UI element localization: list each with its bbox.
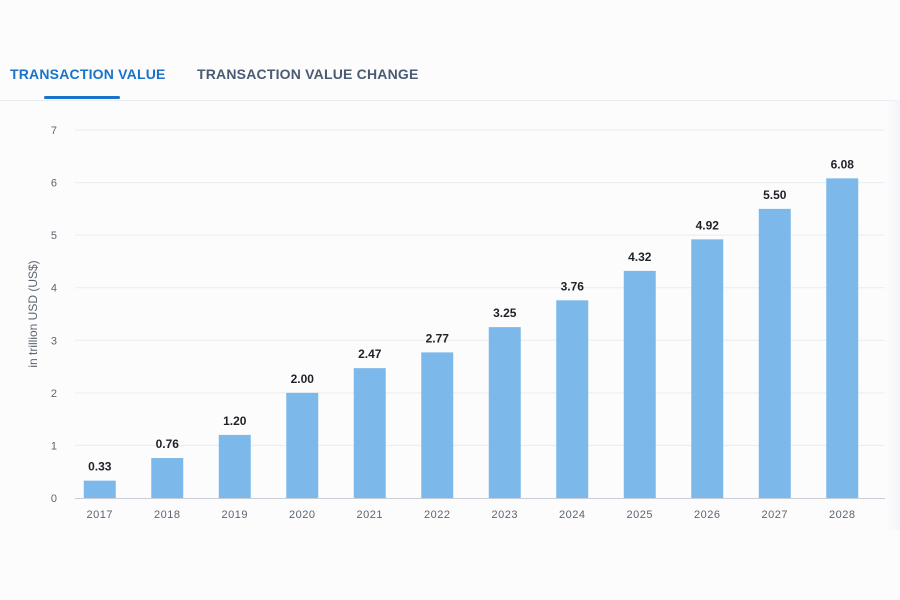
x-tick-label: 2018 [154,509,180,521]
bar[interactable] [218,434,251,498]
bar[interactable] [826,178,859,498]
data-labels: 0.33 0.76 1.20 2.00 2.47 2.77 3.25 3.76 4.32 4.92… [88,157,854,473]
x-axis-ticks: 2017 2018 2019 2020 2021 2022 2023 2024 2025 2026… [87,509,855,521]
bar[interactable] [83,480,116,498]
y-axis-label: in trillion USD (US$) [26,260,40,367]
data-label: 1.20 [223,414,247,428]
x-tick-label: 2021 [357,509,383,521]
bar-chart: 0 1 2 3 4 5 6 7 in trillion USD (US$) 0.33 0.76 1… [26,125,885,521]
x-tick-label: 2027 [762,509,788,521]
x-tick-label: 2022 [424,509,450,521]
bar[interactable] [758,208,791,498]
data-label: 3.76 [561,279,585,293]
y-tick-label: 4 [51,283,57,295]
x-tick-label: 2026 [694,509,720,521]
y-tick-label: 6 [51,178,57,190]
bars [83,178,859,498]
bar[interactable] [151,458,184,498]
active-tab-indicator [44,96,120,99]
tab-transaction-value[interactable]: TRANSACTION VALUE [10,66,166,82]
data-label: 6.08 [831,157,855,171]
y-tick-label: 0 [51,493,57,505]
data-label: 2.47 [358,347,382,361]
y-axis-ticks: 0 1 2 3 4 5 6 7 [51,125,57,505]
data-label: 2.00 [291,372,315,386]
y-tick-label: 5 [51,230,57,242]
scroll-edge-shadow [886,100,900,530]
data-label: 2.77 [426,331,450,345]
bar[interactable] [286,392,319,498]
data-label: 4.32 [628,250,652,264]
bar[interactable] [556,300,589,498]
bar[interactable] [623,270,656,498]
x-tick-label: 2028 [829,509,855,521]
bar[interactable] [488,327,521,498]
data-label: 4.92 [696,218,720,232]
tab-bar: TRANSACTION VALUE TRANSACTION VALUE CHAN… [0,56,900,101]
bar[interactable] [691,239,724,498]
data-label: 5.50 [763,188,787,202]
y-tick-label: 1 [51,440,57,452]
gridlines [75,129,885,446]
data-label: 3.25 [493,306,517,320]
tab-transaction-value-change[interactable]: TRANSACTION VALUE CHANGE [197,66,419,82]
x-tick-label: 2023 [492,509,518,521]
bar[interactable] [421,352,454,498]
x-tick-label: 2019 [222,509,248,521]
chart-area: 0 1 2 3 4 5 6 7 in trillion USD (US$) 0.33 0.76 1… [0,100,900,540]
y-tick-label: 7 [51,125,57,137]
data-label: 0.33 [88,460,112,474]
data-label: 0.76 [156,437,180,451]
bar[interactable] [353,368,386,498]
y-tick-label: 2 [51,388,57,400]
x-tick-label: 2017 [87,509,113,521]
x-tick-label: 2020 [289,509,315,521]
x-tick-label: 2024 [559,509,585,521]
y-tick-label: 3 [51,335,57,347]
x-tick-label: 2025 [627,509,653,521]
